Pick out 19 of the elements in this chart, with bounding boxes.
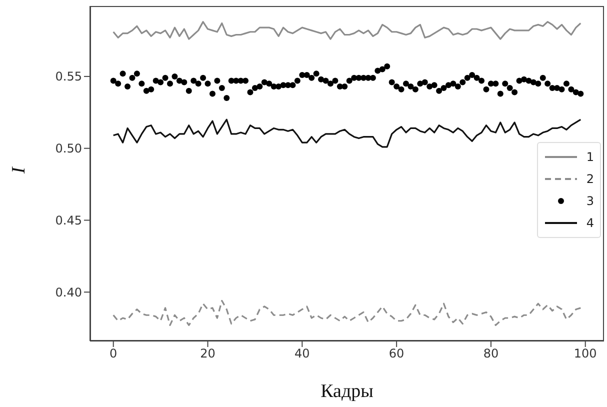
line-series (112, 118, 582, 148)
legend-label: 2 (586, 172, 594, 186)
line-series (112, 300, 582, 326)
y-tick-label: 0.50 (55, 142, 82, 156)
x-tick-label: 40 (294, 346, 310, 361)
x-tick-label: 20 (200, 346, 216, 361)
y-tick-label: 0.55 (55, 70, 82, 84)
x-tick-label: 0 (110, 346, 118, 361)
legend-label: 4 (586, 216, 594, 230)
x-tick-label: 100 (574, 346, 597, 361)
y-tick-label: 0.40 (55, 285, 82, 300)
y-tick-label: 0.45 (55, 213, 82, 228)
x-tick-label: 60 (388, 346, 404, 361)
x-tick-label: 80 (483, 346, 499, 361)
x-axis-title: Кадры (320, 381, 374, 402)
line-series (112, 21, 582, 40)
legend-label: 1 (586, 150, 594, 164)
y-axis-title: I (8, 166, 30, 174)
legend-label: 3 (586, 194, 594, 208)
